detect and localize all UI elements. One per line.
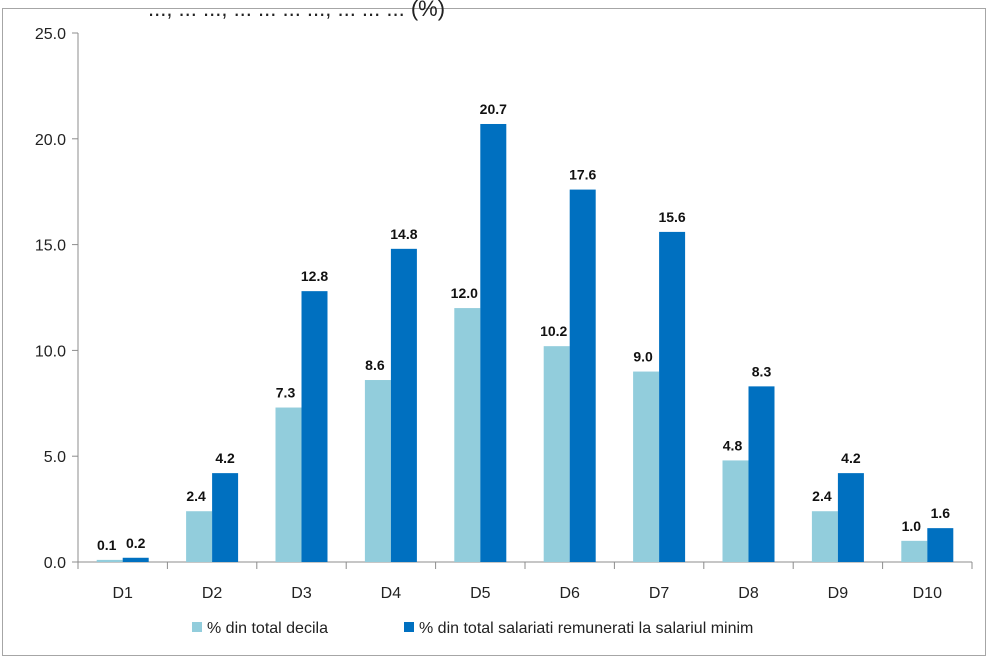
legend-swatch xyxy=(404,622,414,632)
x-tick-label: D2 xyxy=(202,585,223,602)
data-label: 15.6 xyxy=(658,209,685,225)
y-tick-label: 25.0 xyxy=(35,26,66,43)
bar-salariati-d10 xyxy=(927,528,954,562)
data-label: 9.0 xyxy=(633,349,653,365)
x-tick-label: D6 xyxy=(559,585,580,602)
data-label: 12.8 xyxy=(301,268,328,284)
bar-salariati-d2 xyxy=(212,473,239,562)
data-label: 1.0 xyxy=(902,518,922,534)
bar-salariati-d8 xyxy=(748,386,775,562)
x-tick-label: D1 xyxy=(112,585,133,602)
y-tick-label: 10.0 xyxy=(35,343,66,360)
legend-swatch xyxy=(192,622,202,632)
bar-salariati-d5 xyxy=(480,123,507,562)
top-caption-fragment: ..., ... ..., ... ... ... ..., ... ... .… xyxy=(148,0,445,21)
data-label: 2.4 xyxy=(812,488,832,504)
bar-salariati-d7 xyxy=(659,231,686,563)
data-label: 8.6 xyxy=(365,357,385,373)
bar-salariati-d9 xyxy=(837,473,864,562)
x-tick-label: D4 xyxy=(381,585,402,602)
bar-salariati-d6 xyxy=(569,189,596,563)
y-tick-label: 0.0 xyxy=(44,555,66,572)
data-label: 12.0 xyxy=(451,285,478,301)
y-tick-label: 20.0 xyxy=(35,132,66,149)
x-tick-label: D9 xyxy=(828,585,849,602)
legend-label: % din total salariati remunerati la sala… xyxy=(419,620,753,637)
x-tick-label: D3 xyxy=(291,585,312,602)
y-tick-label: 15.0 xyxy=(35,238,66,255)
data-label: 8.3 xyxy=(752,363,772,379)
data-label: 20.7 xyxy=(480,101,507,117)
y-tick-label: 5.0 xyxy=(44,449,66,466)
bar-decila-d9 xyxy=(811,511,838,562)
bar-decila-d3 xyxy=(275,407,302,562)
data-label: 1.6 xyxy=(931,505,951,521)
bar-decila-d2 xyxy=(186,511,213,562)
bar-salariati-d4 xyxy=(390,248,417,562)
x-tick-label: D8 xyxy=(738,585,759,602)
x-tick-label: D7 xyxy=(649,585,670,602)
bar-decila-d6 xyxy=(543,346,570,562)
bar-decila-d4 xyxy=(364,380,391,562)
bar-decila-d1 xyxy=(96,559,123,562)
data-label: 4.2 xyxy=(841,450,861,466)
data-label: 0.1 xyxy=(97,537,117,553)
data-label: 2.4 xyxy=(186,488,206,504)
data-label: 14.8 xyxy=(390,226,417,242)
bar-decila-d8 xyxy=(722,460,749,562)
bar-salariati-d3 xyxy=(301,291,328,562)
bar-decila-d7 xyxy=(633,371,660,562)
x-tick-label: D5 xyxy=(470,585,491,602)
data-label: 0.2 xyxy=(126,535,146,551)
data-label: 10.2 xyxy=(540,323,567,339)
bar-salariati-d1 xyxy=(122,557,149,562)
legend-label: % din total decila xyxy=(207,620,328,637)
data-label: 7.3 xyxy=(276,385,296,401)
data-label: 4.8 xyxy=(723,437,743,453)
x-tick-label: D10 xyxy=(913,585,942,602)
data-label: 4.2 xyxy=(215,450,235,466)
bar-decila-d10 xyxy=(901,540,928,562)
bar-decila-d5 xyxy=(454,308,481,562)
data-label: 17.6 xyxy=(569,167,596,183)
